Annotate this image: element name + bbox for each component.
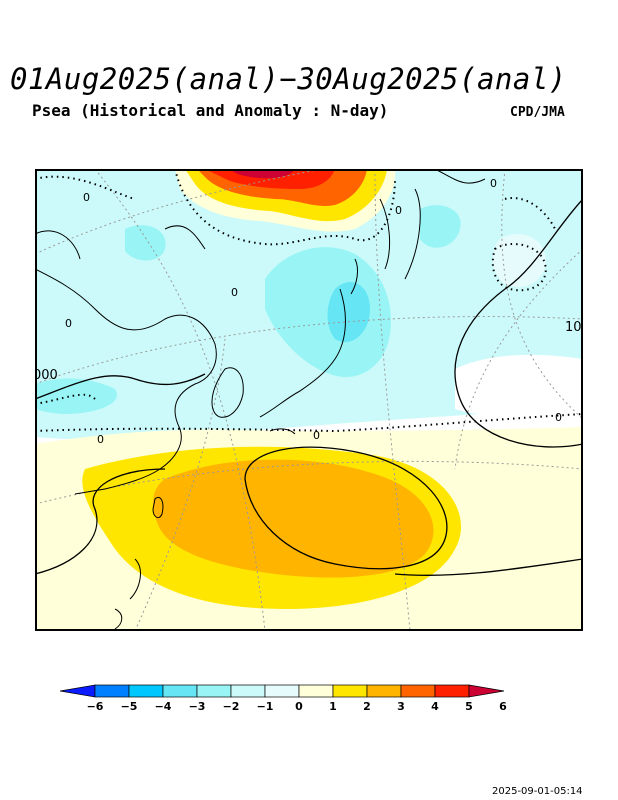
colorbar-swatch xyxy=(400,684,436,698)
colorbar-tick-label: −6 xyxy=(87,700,104,713)
anomaly-colorbar: −6 −5 −4 −3 −2 −1 0 1 2 3 4 5 6 xyxy=(60,684,507,713)
colorbar-swatch xyxy=(162,684,198,698)
map-subtitle: Psea (Historical and Anomaly : N-day) xyxy=(32,101,389,120)
colorbar-tick-label: 5 xyxy=(465,700,473,713)
colorbar-tick-label: −5 xyxy=(121,700,138,713)
colorbar-tick-label: −3 xyxy=(189,700,206,713)
colorbar-swatch xyxy=(196,684,232,698)
map-border xyxy=(35,169,583,631)
colorbar-swatch xyxy=(298,684,334,698)
colorbar-tick-label: 0 xyxy=(295,700,303,713)
anomaly-pos5-north xyxy=(205,169,335,189)
anomaly-neg2-region-2 xyxy=(420,205,461,248)
contour-label: 0 xyxy=(313,429,320,442)
contour-label: 0 xyxy=(231,286,238,299)
contour-label: 0 xyxy=(490,177,497,190)
colorbar-arrow-right xyxy=(468,684,505,698)
colorbar-swatch xyxy=(230,684,266,698)
contour-label: 0 xyxy=(97,433,104,446)
colorbar-tick-label: −1 xyxy=(257,700,274,713)
colorbar-arrow-left xyxy=(60,684,96,698)
isobar-contours xyxy=(35,198,583,576)
coastlines xyxy=(35,169,486,630)
colorbar-tick-label: 3 xyxy=(397,700,405,713)
anomaly-zero-patch-2 xyxy=(493,234,546,288)
colorbar-tick-label: −4 xyxy=(155,700,172,713)
anomaly-neg2-region-4 xyxy=(35,378,117,414)
colorbar-tick-label: 4 xyxy=(431,700,439,713)
anomaly-pos6-north xyxy=(230,169,295,179)
contour-label: 0 xyxy=(395,204,402,217)
colorbar-swatch xyxy=(128,684,164,698)
anomaly-pos3-region xyxy=(153,459,434,578)
map-title: 01Aug2025(anal)−30Aug2025(anal) xyxy=(10,62,567,96)
zero-anomaly-contours xyxy=(35,169,583,433)
anomaly-neg3-region xyxy=(327,281,370,343)
anomaly-zero-patch xyxy=(455,354,583,419)
colorbar-tick-label: −2 xyxy=(223,700,240,713)
colorbar-swatch xyxy=(264,684,300,698)
colorbar-swatch xyxy=(332,684,368,698)
contour-label: 0 xyxy=(555,411,562,424)
contour-label: 0 xyxy=(65,317,72,330)
timestamp: 2025-09-01-05:14 xyxy=(492,786,583,797)
source-label: CPD/JMA xyxy=(510,105,565,120)
colorbar-swatch xyxy=(366,684,402,698)
contour-label: 000 xyxy=(35,368,58,383)
colorbar-tick-label: 2 xyxy=(363,700,371,713)
pressure-anomaly-map: 0 0 0 0 0 0 0 0 10 000 xyxy=(35,169,583,631)
colorbar-tick-label: 1 xyxy=(329,700,337,713)
colorbar-tick-label: 6 xyxy=(499,700,507,713)
contour-label: 10 xyxy=(565,320,582,335)
colorbar-swatch xyxy=(94,684,130,698)
anomaly-neg2-region-3 xyxy=(125,225,166,261)
colorbar-swatch xyxy=(434,684,470,698)
graticule xyxy=(35,169,583,631)
contour-label: 0 xyxy=(83,191,90,204)
